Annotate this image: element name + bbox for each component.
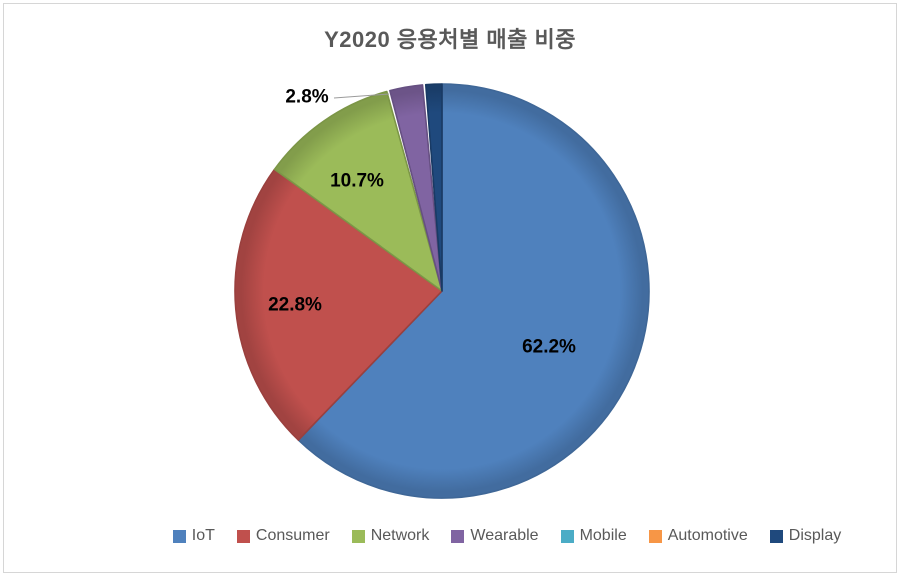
legend-label-network: Network: [370, 527, 430, 544]
chart-title: Y2020 응용처별 매출 비중: [324, 27, 576, 52]
legend-item-consumer[interactable]: Consumer: [236, 527, 330, 545]
pie-slice-consumer[interactable]: [234, 168, 443, 441]
legend-item-display[interactable]: Display: [769, 527, 842, 545]
label-leader-line-wearable: [333, 93, 390, 99]
legend-item-mobile[interactable]: Mobile: [560, 527, 627, 545]
pie-slice-iot[interactable]: [297, 83, 650, 499]
legend-item-iot[interactable]: IoT: [172, 527, 215, 545]
data-label-network: 10.7%: [330, 171, 384, 192]
legend-item-wearable[interactable]: Wearable: [451, 527, 539, 545]
legend-label-iot: IoT: [191, 527, 215, 544]
legend-label-display: Display: [788, 527, 842, 544]
legend-marker-network: [351, 529, 365, 543]
data-label-consumer: 22.8%: [268, 295, 322, 316]
legend-marker-mobile: [560, 529, 574, 543]
legend-marker-iot: [172, 529, 186, 543]
pie-slice-network[interactable]: [273, 90, 443, 292]
pie-slice-display[interactable]: [424, 83, 443, 292]
pie-slice-wearable[interactable]: [389, 84, 443, 292]
legend-marker-consumer: [236, 529, 250, 543]
legend-marker-display: [769, 529, 783, 543]
chart-legend: IoT Consumer Network Wearable Mobile Automoti…: [57, 527, 900, 545]
legend-item-network[interactable]: Network: [351, 527, 430, 545]
data-label-wearable: 2.8%: [285, 87, 328, 108]
legend-label-automotive: Automotive: [667, 527, 748, 544]
legend-label-consumer: Consumer: [255, 527, 330, 544]
data-label-iot: 62.2%: [522, 337, 576, 358]
legend-label-wearable: Wearable: [470, 527, 539, 544]
legend-marker-automotive: [648, 529, 662, 543]
legend-item-automotive[interactable]: Automotive: [648, 527, 748, 545]
legend-marker-wearable: [451, 529, 465, 543]
legend-label-mobile: Mobile: [579, 527, 627, 544]
